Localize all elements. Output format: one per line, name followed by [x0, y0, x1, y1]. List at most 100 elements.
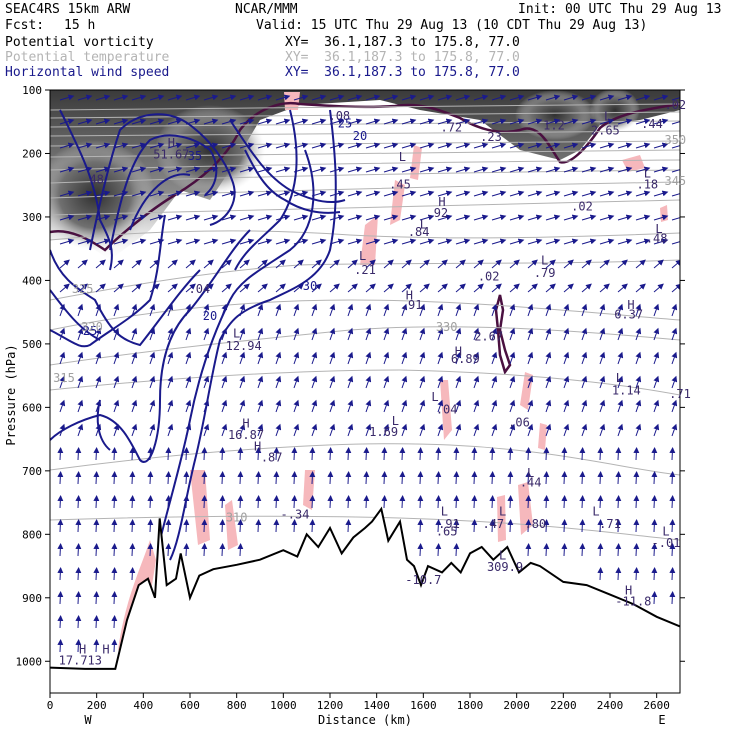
wind-vector — [149, 118, 165, 125]
wind-vector — [581, 423, 588, 437]
wind-vector — [581, 142, 597, 149]
wind-vector — [185, 423, 192, 437]
wind-vector — [203, 214, 219, 221]
wind-vector — [167, 303, 174, 317]
wind-vector — [383, 399, 390, 413]
wind-vector — [93, 543, 100, 557]
wind-vector — [491, 166, 507, 173]
wind-vector — [671, 238, 680, 245]
wind-vector — [473, 283, 484, 293]
wind-vector — [329, 303, 336, 317]
wind-vector — [383, 423, 390, 437]
wind-vector — [453, 495, 460, 509]
x-axis-label: Distance (km) — [318, 713, 412, 727]
wind-vector — [507, 471, 514, 485]
wind-vector — [491, 259, 502, 269]
wind-vector — [599, 303, 606, 317]
wind-vector — [417, 495, 424, 509]
wind-vector — [131, 259, 142, 269]
wind-vector — [527, 259, 538, 269]
extremum-value-label: .92 — [426, 206, 448, 220]
wind-vector — [149, 142, 165, 149]
wind-vector — [491, 283, 502, 293]
wind-vector — [509, 214, 525, 221]
wind-vector — [453, 519, 460, 533]
wind-vector — [669, 495, 676, 509]
wind-vector — [381, 471, 388, 485]
wind-vector — [527, 238, 543, 245]
wind-vector — [669, 447, 676, 461]
wind-vector — [653, 423, 660, 437]
wind-vector — [563, 94, 579, 101]
wind-vector — [329, 351, 336, 365]
wind-vector — [455, 303, 462, 317]
y-tick-label: 900 — [22, 592, 42, 605]
wind-vector — [149, 166, 165, 173]
wind-vector — [293, 423, 300, 437]
wind-vector — [201, 447, 208, 461]
wind-vector — [183, 519, 190, 533]
wind-vector — [291, 447, 298, 461]
extremum-value-label: .23 — [480, 130, 502, 144]
wind-vector — [543, 495, 550, 509]
wind-vector — [543, 519, 550, 533]
wind-vector — [221, 283, 232, 293]
field-xy-pv: XY= 36.1,187.3 to 175.8, 77.0 — [285, 35, 520, 50]
wind-vector — [149, 327, 156, 341]
field-name-theta: Potential temperature — [5, 50, 170, 65]
wind-vector — [365, 166, 381, 173]
wind-vector — [383, 214, 399, 221]
high-low-marker: H — [438, 195, 445, 209]
wind-vector — [545, 283, 556, 293]
wind-vector — [293, 142, 309, 149]
wind-vector — [131, 283, 142, 293]
wind-vector — [653, 190, 669, 197]
wind-vector — [365, 118, 381, 125]
wind-vector — [401, 118, 417, 125]
wind-vector — [599, 423, 606, 437]
wind-vector — [473, 142, 489, 149]
wind-vector — [545, 238, 561, 245]
wind-speed-label: 20 — [353, 129, 367, 143]
high-low-marker: H — [627, 298, 634, 312]
wind-vector — [275, 166, 291, 173]
wind-vector — [455, 399, 462, 413]
wind-vector — [383, 238, 399, 245]
extremum-value-label: 1.69 — [369, 425, 398, 439]
wind-vector — [131, 375, 138, 389]
high-low-marker: H — [406, 288, 413, 302]
wind-vector — [651, 519, 658, 533]
wind-vector — [165, 543, 172, 557]
wind-vector — [615, 567, 622, 581]
wind-vector — [509, 327, 516, 341]
wind-vector — [77, 283, 88, 293]
wind-vector — [491, 94, 507, 101]
terrain-profile — [50, 506, 680, 670]
wind-vector — [507, 519, 514, 533]
wind-vector — [149, 399, 156, 413]
wind-vector — [419, 118, 435, 125]
wind-vector — [75, 615, 82, 629]
wind-vector — [113, 375, 120, 389]
field-xy-wspd: XY= 36.1,187.3 to 175.8, 77.0 — [285, 65, 520, 80]
wind-vector — [491, 238, 507, 245]
wind-vector — [311, 303, 318, 317]
wind-vector — [113, 259, 124, 269]
wind-vector — [111, 567, 118, 581]
wind-vector — [293, 327, 300, 341]
wind-vector — [275, 190, 291, 197]
wind-vector — [563, 423, 570, 437]
wind-vector — [473, 399, 480, 413]
high-low-marker: L — [499, 504, 506, 518]
wind-vector — [77, 118, 93, 125]
wind-vector — [75, 495, 82, 509]
wind-vector — [633, 495, 640, 509]
wind-vector — [239, 118, 255, 125]
wind-vector — [257, 423, 264, 437]
high-low-marker: H — [79, 643, 86, 657]
wind-vector — [219, 543, 226, 557]
wind-vector — [329, 118, 345, 125]
wind-vector — [239, 190, 255, 197]
wind-vector — [59, 375, 66, 389]
wind-vector — [455, 351, 462, 365]
